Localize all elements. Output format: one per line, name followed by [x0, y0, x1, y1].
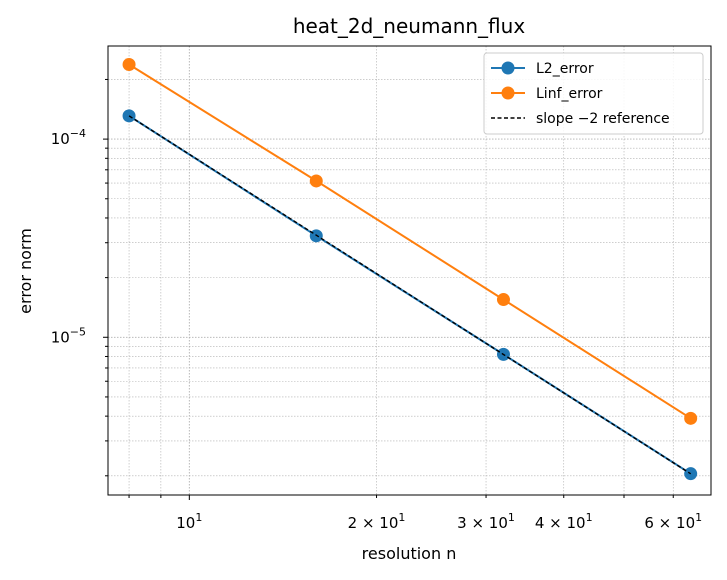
- x-tick-label: 4 × 101: [535, 511, 593, 532]
- plot-frame: [107, 45, 712, 496]
- x-tick-exponent: 1: [508, 511, 515, 524]
- y-tick-exponent: −5: [70, 325, 86, 338]
- data-point: [309, 174, 323, 188]
- legend-box: [483, 52, 704, 135]
- data-point: [122, 109, 136, 123]
- legend-label: L2_error: [536, 61, 594, 77]
- x-tick-label: 101: [176, 511, 202, 532]
- x-tick-label: 3 × 101: [457, 511, 515, 532]
- y-axis-label: error norm: [16, 228, 35, 314]
- chart-title: heat_2d_neumann_flux: [293, 14, 526, 38]
- reference-line: [128, 115, 692, 475]
- y-tick-label: 10−5: [51, 325, 86, 346]
- x-tick-exponent: 1: [195, 511, 202, 524]
- x-tick-exponent: 1: [586, 511, 593, 524]
- y-tick-base: 10: [51, 130, 70, 148]
- x-tick-exponent: 1: [398, 511, 405, 524]
- data-point: [496, 293, 510, 307]
- y-tick-exponent: −4: [70, 127, 86, 140]
- x-tick-base: 3 × 10: [457, 514, 508, 532]
- plot-lines: [122, 57, 698, 481]
- y-tick-base: 10: [51, 328, 70, 346]
- x-tick-base: 6 × 10: [644, 514, 695, 532]
- x-tick-base: 10: [176, 514, 195, 532]
- x-tick-label: 6 × 101: [644, 511, 702, 532]
- legend-swatch-marker: [501, 61, 515, 75]
- x-axis-label: resolution n: [362, 544, 457, 563]
- x-tick-label: 2 × 101: [348, 511, 406, 532]
- legend-label: Linf_error: [536, 86, 603, 102]
- legend-label: slope −2 reference: [536, 111, 670, 127]
- y-tick-label: 10−4: [51, 127, 86, 148]
- data-point: [684, 411, 698, 425]
- series-line-linf-error: [128, 63, 692, 420]
- x-tick-base: 4 × 10: [535, 514, 586, 532]
- grid: [108, 46, 711, 495]
- x-tick-base: 2 × 10: [348, 514, 399, 532]
- data-point: [122, 57, 136, 71]
- x-tick-exponent: 1: [695, 511, 702, 524]
- legend-swatch-marker: [501, 86, 515, 100]
